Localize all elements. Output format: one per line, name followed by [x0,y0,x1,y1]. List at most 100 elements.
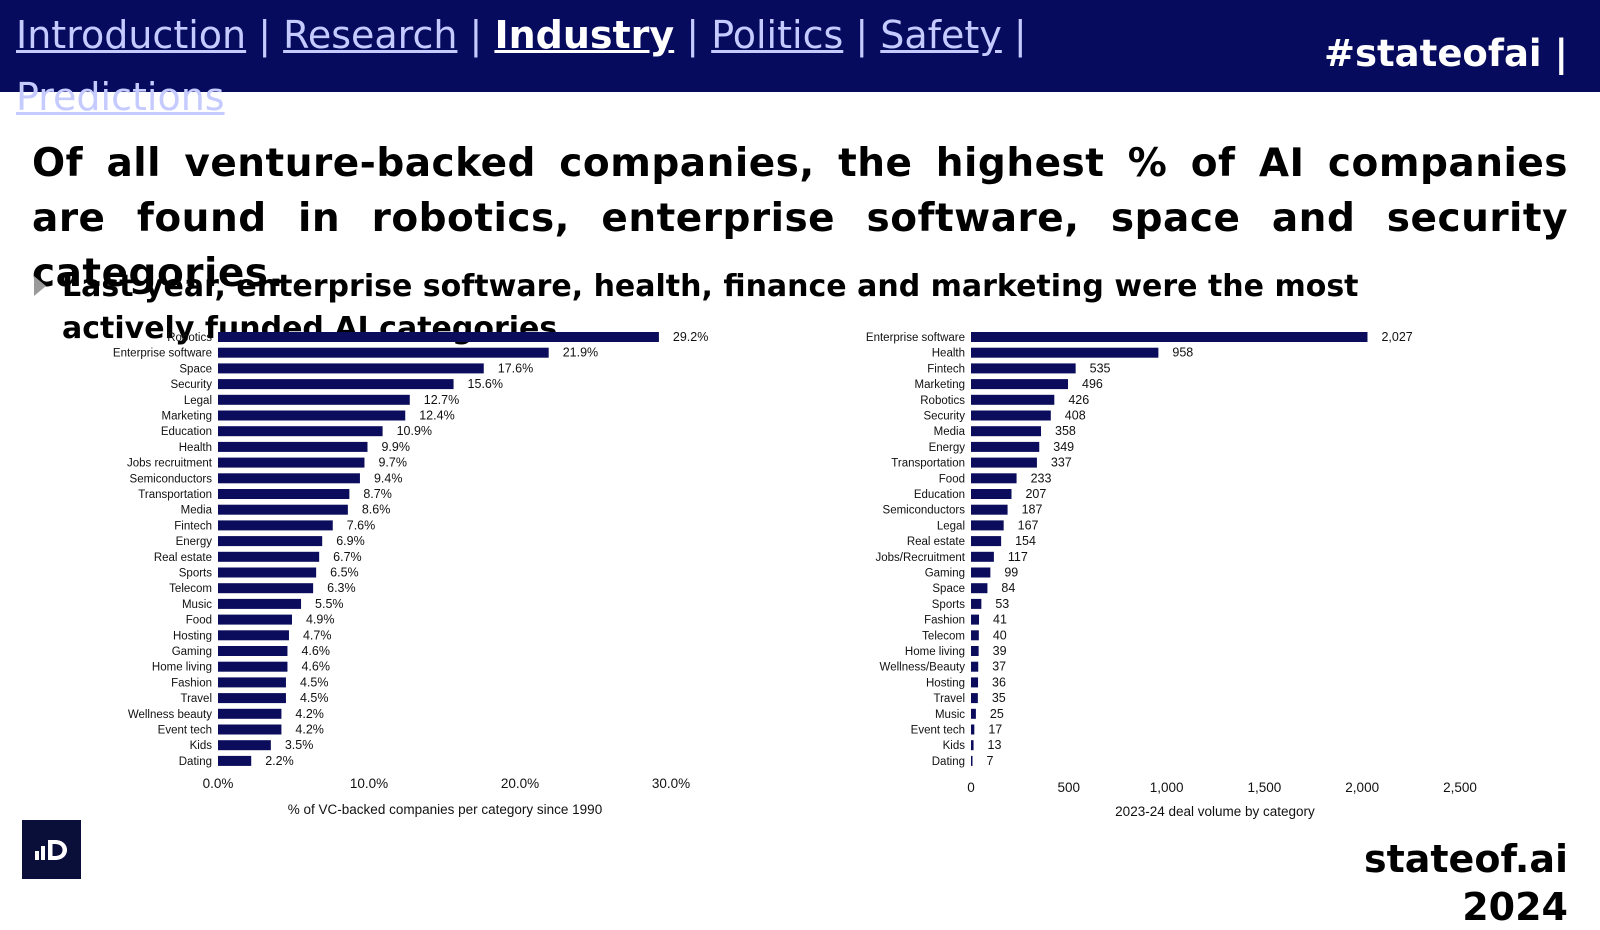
category-label: Hosting [173,630,212,642]
nav-link-safety[interactable]: Safety [880,13,1002,57]
x-axis-title: % of VC-backed companies per category si… [288,802,602,817]
data-value-label: 6.9% [336,534,365,548]
data-bar [218,677,286,688]
nav-link-research[interactable]: Research [283,13,458,57]
x-tick-label: 500 [1058,780,1081,795]
data-value-label: 2,027 [1381,330,1412,344]
data-value-label: 9.7% [378,456,407,470]
data-value-label: 53 [995,597,1009,611]
category-label: Transportation [891,458,965,470]
category-label: Legal [937,520,965,532]
data-value-label: 4.6% [301,644,330,658]
data-value-label: 4.2% [295,707,324,721]
data-bar [218,473,360,484]
data-bar [218,661,288,672]
x-tick-label: 1,500 [1248,780,1282,795]
data-value-label: 7 [987,754,994,768]
data-bar [218,489,350,499]
data-value-label: 29.2% [673,330,708,344]
x-tick-label: 1,000 [1150,780,1184,795]
nav-link-politics[interactable]: Politics [711,13,844,57]
data-value-label: 4.9% [306,613,335,627]
data-value-label: 4.5% [300,675,329,689]
category-label: Event tech [911,725,965,737]
category-label: Media [181,505,213,517]
x-tick-label: 2,500 [1443,780,1477,795]
category-label: Food [939,473,965,485]
data-value-label: 358 [1055,424,1076,438]
data-value-label: 17.6% [498,361,533,375]
category-label: Sports [179,568,212,580]
data-value-label: 187 [1022,503,1043,517]
category-label: Gaming [172,646,212,658]
category-label: Media [934,426,966,438]
category-label: Security [170,379,212,391]
data-bar [218,332,659,342]
x-tick-label: 10.0% [350,776,388,791]
data-value-label: 39 [993,644,1007,658]
data-value-label: 37 [992,660,1006,674]
data-bar [218,724,282,735]
category-label: Sports [932,599,965,611]
data-value-label: 496 [1082,377,1103,391]
data-bar [218,441,368,452]
data-bar [971,740,974,751]
category-label: Jobs/Recruitment [876,552,966,564]
data-bar [971,677,979,688]
data-value-label: 349 [1053,440,1074,454]
category-label: Health [179,442,212,454]
nav-link-predictions[interactable]: Predictions [16,75,225,119]
x-tick-label: 2,000 [1345,780,1379,795]
category-label: Legal [184,395,212,407]
data-bar [218,426,383,437]
data-bar [218,504,348,515]
category-label: Music [935,709,965,721]
data-value-label: 426 [1068,393,1089,407]
data-value-label: 25 [990,707,1004,721]
category-label: Space [932,583,965,595]
data-bar [971,410,1051,421]
category-label: Fashion [171,677,212,689]
category-label: Kids [943,740,966,752]
data-value-label: 41 [993,613,1007,627]
data-bar [971,520,1004,531]
category-label: Semiconductors [883,505,966,517]
category-label: Energy [929,442,966,454]
data-value-label: 337 [1051,456,1072,470]
data-value-label: 408 [1065,409,1086,423]
category-label: Telecom [169,583,212,595]
data-value-label: 36 [992,675,1006,689]
category-label: Dating [179,756,212,768]
slide-headline: Of all venture-backed companies, the hig… [32,141,1568,296]
data-bar [971,473,1017,484]
category-label: Fintech [927,363,965,375]
category-label: Space [179,363,212,375]
category-label: Marketing [915,379,966,391]
data-bar [218,363,484,374]
deal-volume-bar-chart: Enterprise software 2,027 Health 958 Fintech… [866,330,1477,819]
category-label: Transportation [138,489,212,501]
data-value-label: 8.6% [362,503,391,517]
data-bar [218,410,406,421]
category-label: Robotics [167,332,212,344]
data-value-label: 3.5% [285,738,314,752]
data-value-label: 958 [1172,346,1193,360]
data-bar [218,740,271,751]
nav-separator: | [258,13,272,57]
nav-link-introduction[interactable]: Introduction [16,13,247,57]
category-label: Music [182,599,212,611]
category-label: Semiconductors [130,473,213,485]
category-label: Fashion [924,615,965,627]
data-value-label: 12.7% [424,393,459,407]
data-bar [218,646,288,656]
data-bar [218,708,282,719]
data-bar [971,441,1040,452]
nav-separator: | [686,13,700,57]
category-label: Enterprise software [113,348,212,360]
category-label: Travel [933,693,965,705]
data-bar [971,724,975,735]
data-bar [971,583,988,594]
data-value-label: 40 [993,628,1007,642]
nav-link-industry[interactable]: Industry [494,13,675,57]
data-bar [218,614,292,625]
